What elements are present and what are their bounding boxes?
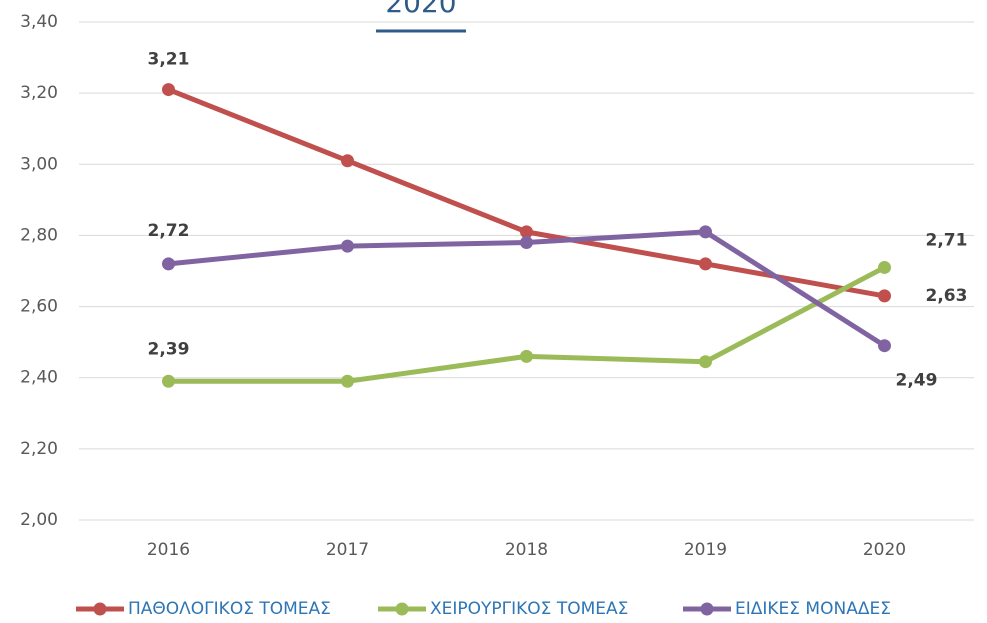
series-line (167, 87, 885, 299)
chart-title: 2020 (385, 0, 456, 19)
point (162, 83, 175, 97)
legend-label: ΕΙΔΙΚΕΣ ΜΟΝΑΔΕΣ (735, 599, 891, 619)
point (520, 225, 533, 239)
y-tick-label: 3,00 (20, 154, 58, 174)
x-tick-label: 2016 (147, 540, 190, 560)
y-tick-label: 2,00 (20, 510, 58, 530)
y-tick-label: 3,40 (20, 12, 58, 32)
point (878, 289, 891, 303)
point (878, 339, 891, 353)
point (341, 154, 354, 168)
y-tick-label: 2,40 (20, 368, 58, 388)
series-line (168, 265, 886, 384)
point (341, 239, 354, 253)
point (520, 349, 533, 363)
point (341, 374, 354, 388)
data-label: 2,49 (896, 371, 938, 391)
data-label: 2,39 (148, 339, 190, 359)
point (699, 355, 712, 369)
y-tick-label: 2,80 (20, 225, 58, 245)
point (162, 257, 175, 271)
y-tick-label: 2,20 (20, 439, 58, 459)
x-tick-label: 2019 (684, 540, 727, 560)
x-tick-label: 2020 (863, 540, 906, 560)
x-tick-label: 2017 (326, 540, 369, 560)
data-label: 2,71 (926, 230, 968, 250)
data-label: 3,21 (148, 50, 190, 70)
legend-marker (93, 602, 107, 616)
data-label: 2,63 (926, 286, 968, 306)
y-tick-label: 2,60 (20, 297, 58, 317)
point (878, 260, 891, 274)
x-tick-label: 2018 (505, 540, 548, 560)
y-tick-label: 3,20 (20, 83, 58, 103)
point (699, 225, 712, 239)
legend-label: ΧΕΙΡΟΥΡΓΙΚΟΣ ΤΟΜΕΑΣ (430, 599, 628, 619)
legend-label: ΠΑΘΟΛΟΓΙΚΟΣ ΤΟΜΕΑΣ (128, 599, 331, 619)
legend-marker (700, 602, 714, 616)
point (162, 374, 175, 388)
legend-marker (395, 602, 409, 616)
point (699, 257, 712, 271)
data-label: 2,72 (148, 221, 190, 241)
point (520, 236, 533, 250)
